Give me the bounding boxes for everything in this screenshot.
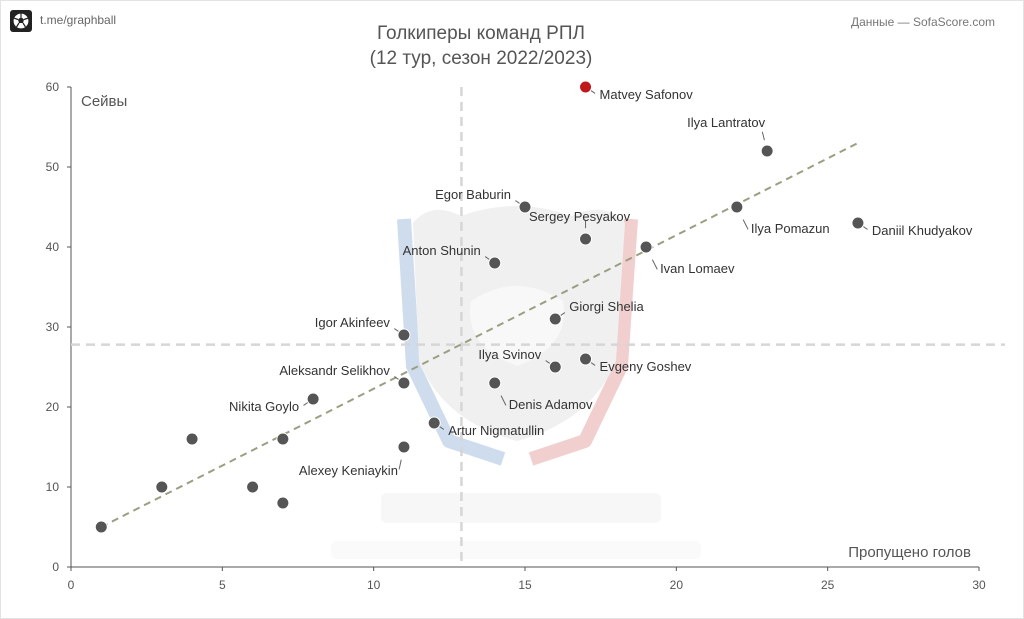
data-point[interactable] [397,328,411,342]
data-point[interactable] [548,312,562,326]
point-label: Alexey Keniaykin [299,463,398,478]
watermark-bear-muzzle [469,286,565,366]
chart-title: Голкиперы команд РПЛ [377,23,585,44]
point-label: Daniil Khudyakov [872,223,973,238]
data-point[interactable] [548,360,562,374]
point-label: Sergey Pesyakov [529,209,631,224]
label-leader-line [590,362,596,366]
y-tick-label: 40 [46,240,60,254]
label-leader-line [742,219,749,230]
x-tick-label: 20 [670,578,684,592]
point-label: Artur Nigmatullin [448,423,544,438]
label-leader-line [500,395,507,406]
data-point[interactable] [246,480,260,494]
x-tick-label: 10 [367,578,381,592]
label-leader-line [863,226,868,230]
watermark-text-band [331,541,701,559]
x-tick-label: 15 [518,578,532,592]
data-point[interactable] [427,416,441,430]
x-tick-label: 30 [972,578,986,592]
x-tick-label: 0 [68,578,75,592]
point-label: Egor Baburin [435,187,511,202]
x-axis-label: Пропущено голов [848,544,971,561]
data-point[interactable] [397,440,411,454]
data-point[interactable] [639,240,653,254]
label-leader-line [560,312,566,316]
label-leader-line [545,360,551,364]
label-leader-line [394,328,399,332]
label-leader-line [651,259,658,270]
data-point[interactable] [155,480,169,494]
point-label: Igor Akinfeev [315,315,391,330]
point-label: Anton Shunin [403,243,481,258]
y-tick-label: 20 [46,400,60,414]
data-point[interactable] [306,392,320,406]
y-tick-label: 10 [46,480,60,494]
label-leader-line [484,256,490,260]
x-tick-label: 25 [821,578,835,592]
bear-logo-watermark [331,206,701,559]
label-leader-line [303,402,309,406]
trend-line [100,142,859,528]
data-point[interactable] [579,232,593,246]
label-leader-line [515,200,520,204]
data-point[interactable] [185,432,199,446]
point-label: Evgeny Goshev [600,359,692,374]
data-point[interactable] [94,520,108,534]
point-label: Giorgi Shelia [569,299,644,314]
data-point[interactable] [730,200,744,214]
watermark-left-edge [397,218,506,466]
point-label: Ilya Svinov [478,347,541,362]
point-label: Ilya Pomazun [751,221,830,236]
label-leader-line [590,90,596,94]
data-point[interactable] [579,352,593,366]
y-tick-label: 30 [46,320,60,334]
point-label: Denis Adamov [509,397,593,412]
data-point[interactable] [276,496,290,510]
soccer-ball-icon [10,10,32,32]
data-point[interactable] [488,256,502,270]
data-point[interactable] [276,432,290,446]
label-leader-line [394,376,399,380]
watermark-text-band [381,493,661,523]
chart-subtitle: (12 тур, сезон 2022/2023) [369,48,593,69]
label-leader-line [761,131,765,141]
data-point[interactable] [851,216,865,230]
y-axis-label: Сейвы [81,93,127,110]
y-tick-label: 60 [46,80,60,94]
point-label: Aleksandr Selikhov [279,363,390,378]
highlighted-data-point[interactable] [579,80,593,94]
data-point[interactable] [518,200,532,214]
channel-link[interactable]: t.me/graphball [40,13,117,27]
data-point[interactable] [760,144,774,158]
point-label: Ilya Lantratov [687,115,766,130]
point-label: Nikita Goylo [229,399,299,414]
data-point[interactable] [397,376,411,390]
x-tick-label: 5 [219,578,226,592]
data-point[interactable] [488,376,502,390]
watermark-right-edge [528,218,638,466]
y-tick-label: 50 [46,160,60,174]
label-leader-line [398,459,402,470]
label-leader-line [439,426,445,430]
data-source-note: Данные — SofaScore.com [850,15,995,29]
chart-title-block: Голкиперы команд РПЛ (12 тур, сезон 2022… [281,21,681,71]
point-label: Ivan Lomaev [660,261,735,276]
y-tick-label: 0 [52,560,59,574]
point-label: Matvey Safonov [600,87,694,102]
